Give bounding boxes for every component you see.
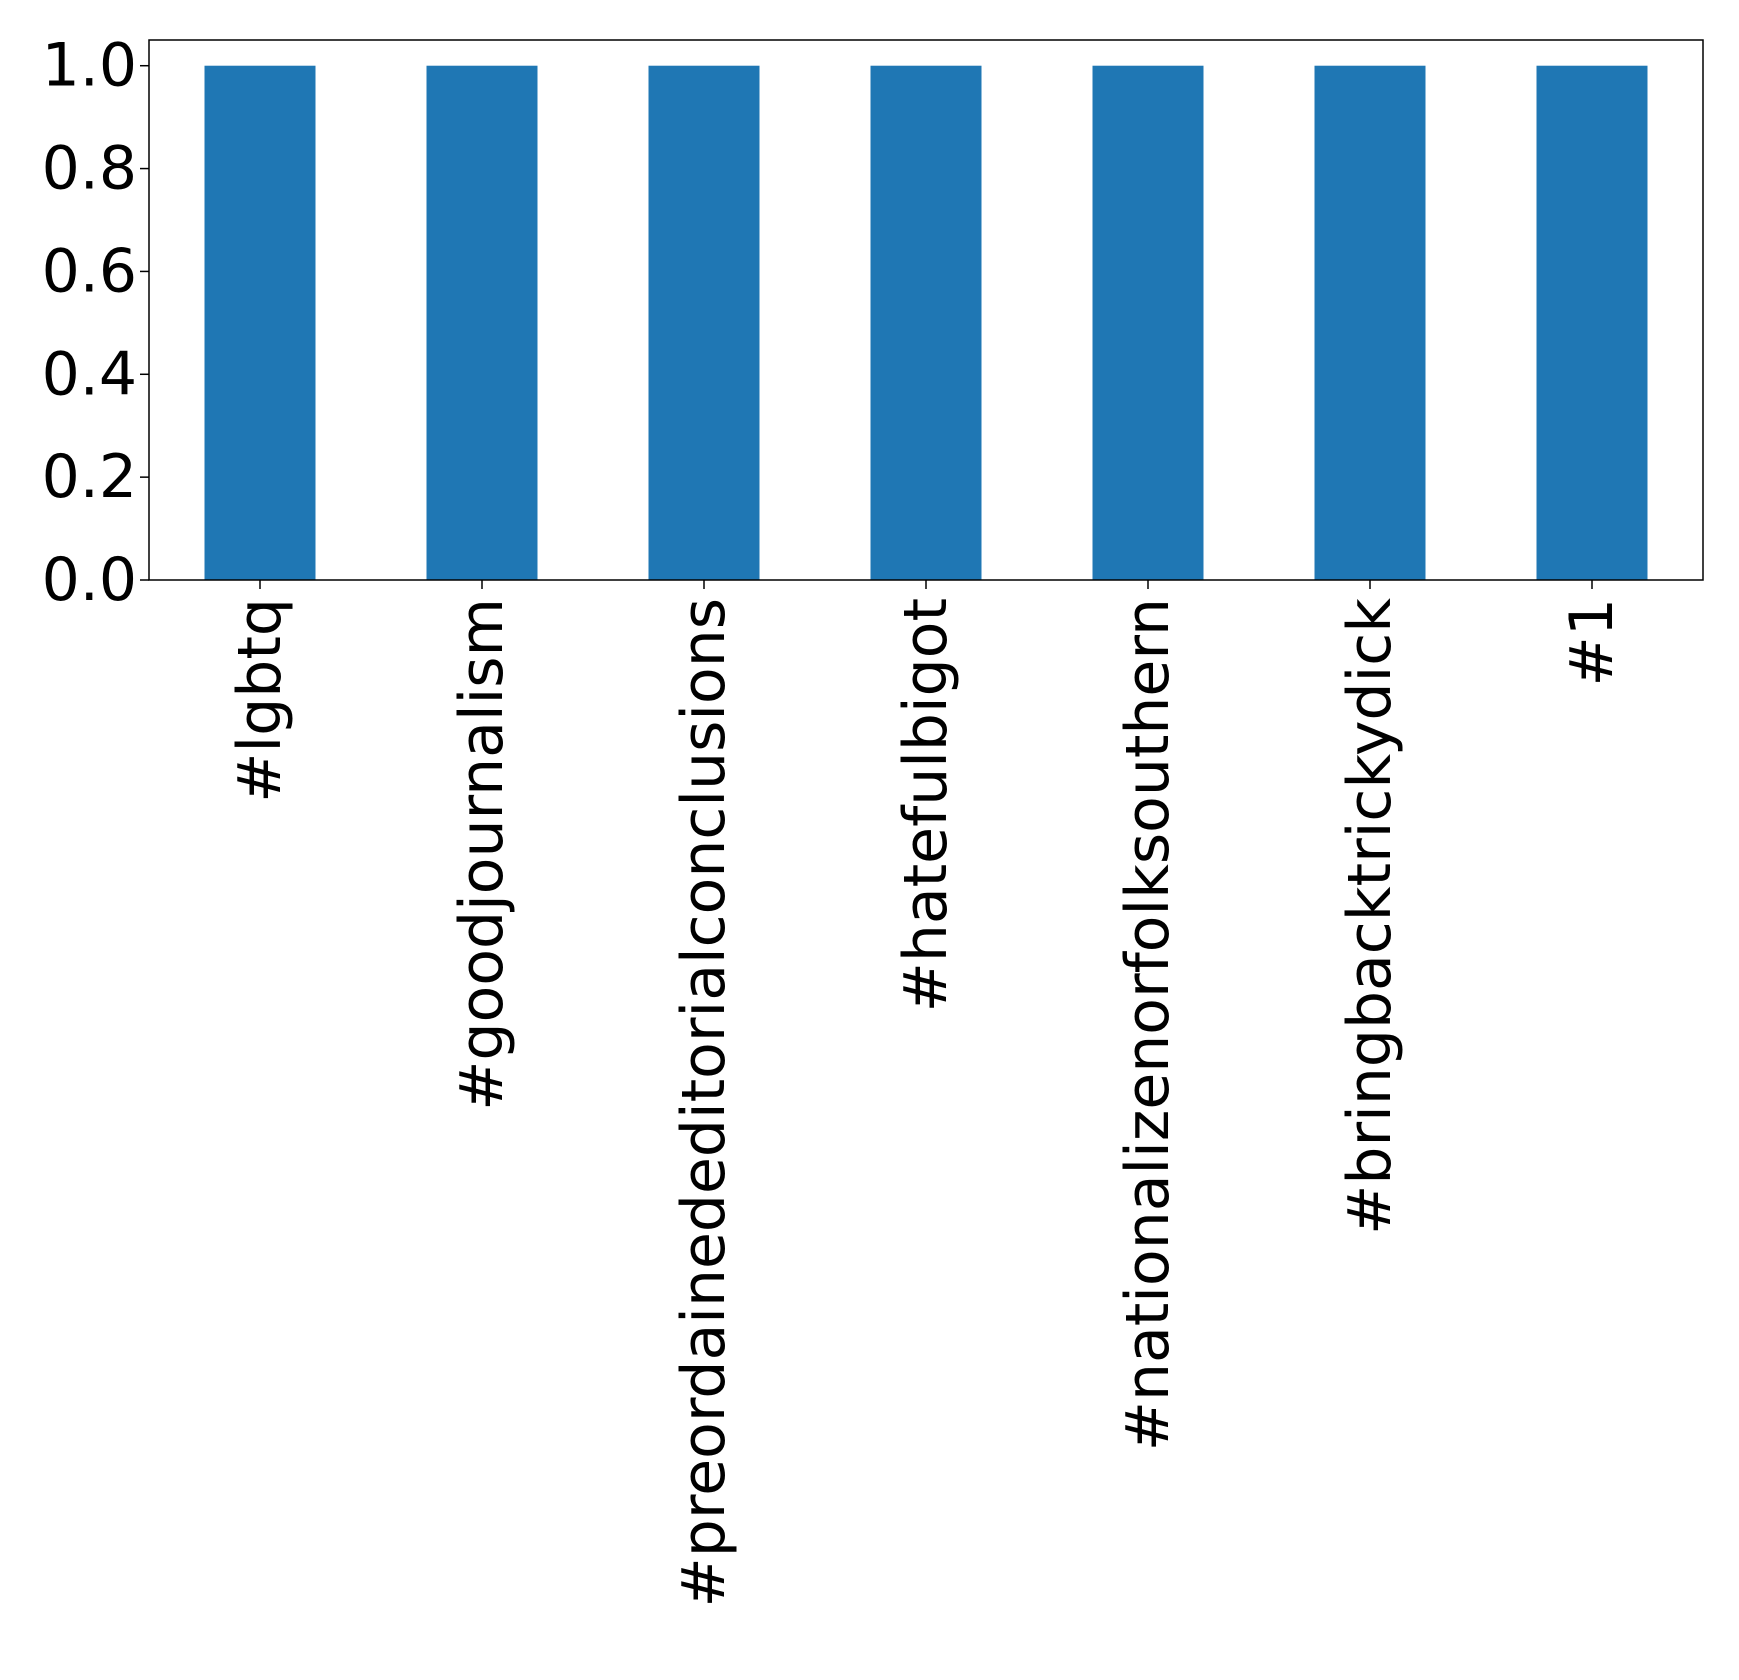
bar-0 (204, 65, 316, 580)
bar-5 (1314, 65, 1426, 580)
bar-2 (648, 65, 760, 580)
y-tick-label-2: 0.4 (42, 339, 137, 409)
bar-6 (1536, 65, 1648, 580)
y-axis-ticks: 0.0 0.2 0.4 0.6 0.8 1.0 (42, 31, 149, 615)
x-tick-label-6: #1 (1557, 598, 1627, 686)
bar-1 (426, 65, 538, 580)
x-tick-label-5: #bringbacktrickydick (1335, 598, 1405, 1235)
y-tick-label-3: 0.6 (42, 236, 137, 306)
bar-4 (1092, 65, 1204, 580)
x-tick-label-4: #nationalizenorfolksouthern (1113, 598, 1183, 1451)
x-tick-label-0: #lgbtq (225, 598, 295, 803)
bar-3 (870, 65, 982, 580)
x-axis-ticks: #lgbtq #goodjournalism #preordainededitori… (225, 580, 1627, 1608)
y-tick-label-1: 0.2 (42, 442, 137, 512)
y-tick-label-5: 1.0 (42, 31, 137, 101)
x-tick-label-1: #goodjournalism (447, 598, 517, 1111)
y-tick-label-0: 0.0 (42, 545, 137, 615)
plot-area-frame (148, 39, 1704, 581)
x-tick-label-3: #hatefulbigot (891, 598, 961, 1012)
bars (204, 65, 1648, 580)
x-tick-label-2: #preordainededitorialconclusions (669, 598, 739, 1608)
y-tick-label-4: 0.8 (42, 134, 137, 204)
